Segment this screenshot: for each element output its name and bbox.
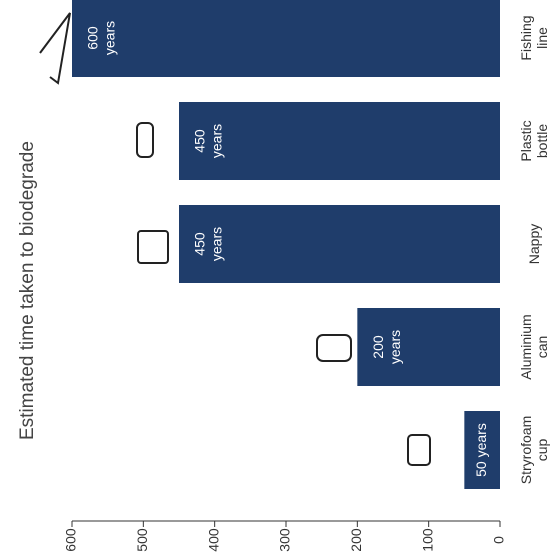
x-tick-label: Aluminiumcan	[518, 314, 550, 379]
value-label: 600years	[84, 21, 117, 55]
value-label: 450years	[191, 227, 224, 261]
bottle-icon	[136, 122, 154, 158]
plot: Estimated time taken to biodegrade 0 100 2…	[17, 0, 550, 552]
y-tick-label: 100	[419, 528, 435, 552]
can-icon	[316, 334, 352, 362]
bar	[357, 308, 501, 386]
x-tick-label: Fishingline	[518, 15, 550, 60]
y-tick-label: 600	[63, 528, 79, 552]
value-label: 50 years	[473, 423, 489, 477]
chart-title: Estimated time taken to biodegrade	[17, 141, 38, 440]
y-tick-label: 500	[134, 528, 150, 552]
x-tick-label: Plasticbottle	[518, 120, 550, 161]
bar	[72, 0, 500, 77]
y-tick-label: 0	[491, 536, 507, 544]
x-tick-label: Nappy	[526, 224, 542, 264]
cup-icon	[407, 434, 431, 466]
bar	[464, 411, 501, 489]
icons	[39, 12, 431, 466]
bar	[179, 205, 500, 283]
value-label: 450years	[191, 124, 224, 158]
value-label: 200years	[370, 330, 403, 364]
fishing-icon	[39, 12, 71, 85]
y-tick-label: 300	[277, 528, 293, 552]
x-tick-label: Stryrofoamcup	[518, 416, 550, 484]
y-tick-label: 200	[348, 528, 364, 552]
y-tick-label: 400	[205, 528, 221, 552]
bar	[179, 102, 500, 180]
nappy-icon	[137, 230, 169, 264]
